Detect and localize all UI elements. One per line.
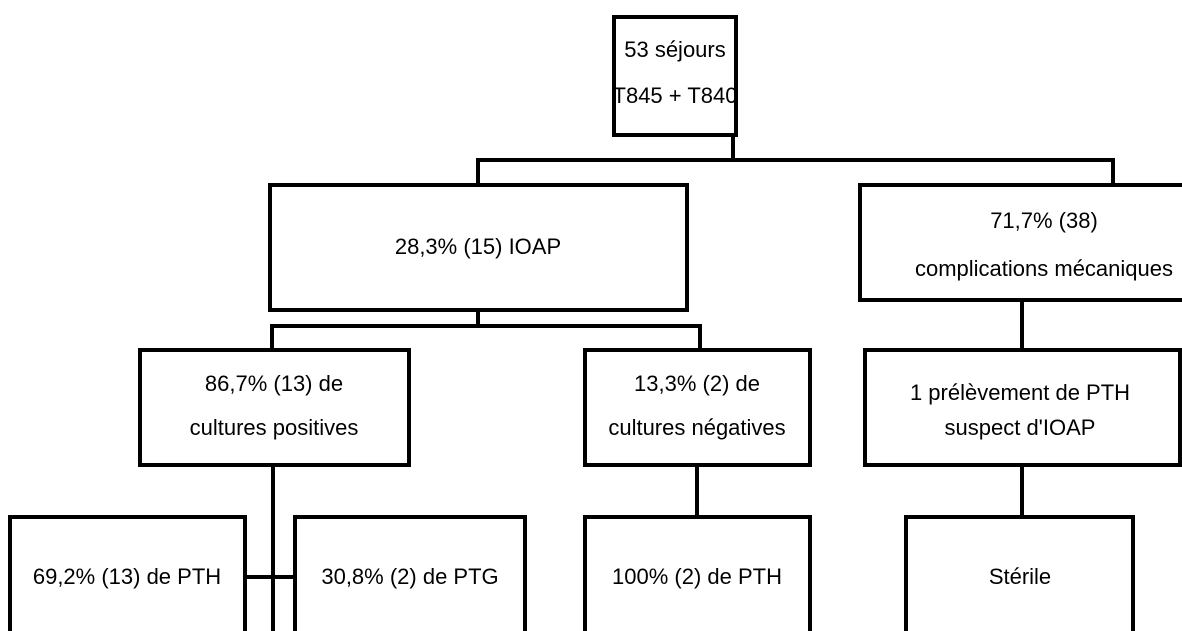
node: 71,7% (38) complications mécaniques xyxy=(858,183,1182,302)
node-label: cultures négatives xyxy=(608,415,785,440)
node-label: T845 + T840 xyxy=(613,83,738,108)
node-label: suspect d'IOAP xyxy=(945,415,1096,440)
node: 28,3% (15) IOAP xyxy=(268,183,689,312)
connectors xyxy=(245,135,1115,631)
node-box xyxy=(858,183,1182,302)
node: 69,2% (13) de PTH xyxy=(8,515,247,631)
node-box xyxy=(583,348,812,467)
node-box xyxy=(8,515,247,631)
node-box xyxy=(293,515,527,631)
node-label: 100% (2) de PTH xyxy=(612,564,782,589)
node-label: complications mécaniques xyxy=(915,256,1173,281)
node: 13,3% (2) de cultures négatives xyxy=(583,348,812,467)
node-box xyxy=(904,515,1135,631)
node: 100% (2) de PTH xyxy=(583,515,812,631)
node: Stérile xyxy=(904,515,1135,631)
node: 53 séjours T845 + T840 xyxy=(612,15,738,137)
node: 1 prélèvement de PTH suspect d'IOAP xyxy=(863,348,1182,467)
node-label: 53 séjours xyxy=(624,37,726,62)
node-box xyxy=(583,515,812,631)
node-label: 28,3% (15) IOAP xyxy=(395,234,561,259)
node-box xyxy=(138,348,411,467)
node-label: 1 prélèvement de PTH xyxy=(910,380,1130,405)
node: 86,7% (13) de cultures positives xyxy=(138,348,411,467)
node-label: 71,7% (38) xyxy=(990,208,1098,233)
node-label: 86,7% (13) de xyxy=(205,371,343,396)
node-label: 30,8% (2) de PTG xyxy=(321,564,498,589)
node-label: 13,3% (2) de xyxy=(634,371,760,396)
node-label: 69,2% (13) de PTH xyxy=(33,564,221,589)
node-label: Stérile xyxy=(989,564,1051,589)
node: 30,8% (2) de PTG xyxy=(293,515,527,631)
node-label: cultures positives xyxy=(190,415,359,440)
node-box xyxy=(863,348,1182,467)
node-box xyxy=(268,183,689,312)
node-box xyxy=(612,15,738,137)
